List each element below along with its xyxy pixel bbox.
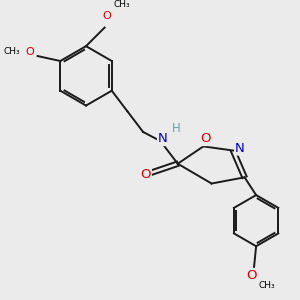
- Text: N: N: [158, 133, 167, 146]
- Text: O: O: [102, 11, 111, 21]
- Text: O: O: [26, 47, 34, 57]
- Text: CH₃: CH₃: [114, 0, 130, 9]
- Text: H: H: [172, 122, 181, 135]
- Text: CH₃: CH₃: [259, 281, 276, 290]
- Text: O: O: [200, 133, 211, 146]
- Text: CH₃: CH₃: [4, 47, 20, 56]
- Text: N: N: [235, 142, 244, 155]
- Text: O: O: [141, 168, 151, 182]
- Text: O: O: [247, 269, 257, 282]
